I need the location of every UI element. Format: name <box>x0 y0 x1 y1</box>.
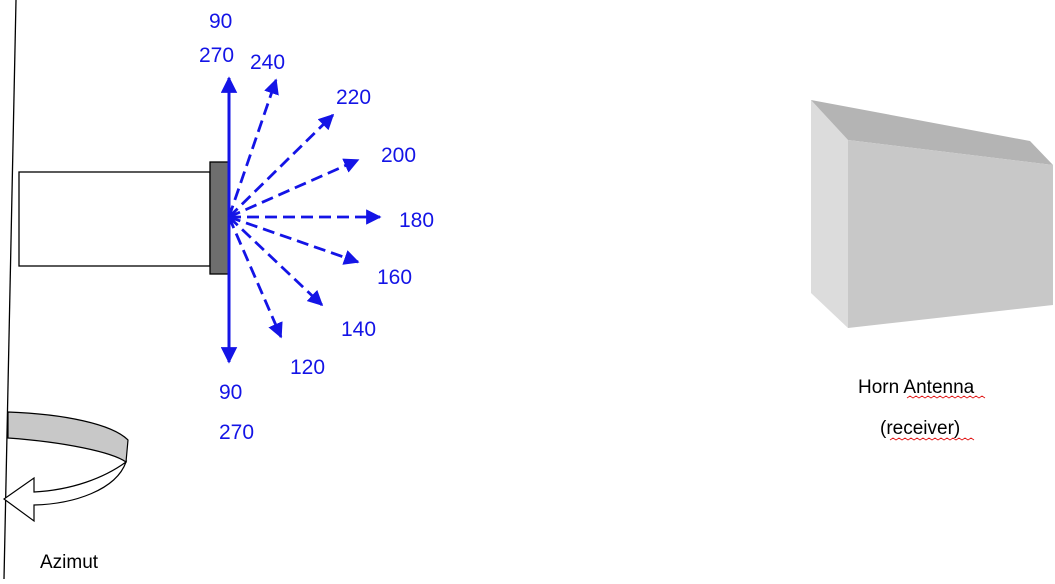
beam-arrow-140 <box>228 215 324 307</box>
antenna-flange <box>209 161 230 275</box>
angle-label-120: 120 <box>290 356 325 379</box>
beam-arrow-220 <box>228 113 335 218</box>
angle-labels: 90 270 240 220 200 180 160 140 120 90 27… <box>199 10 434 444</box>
beam-arrow-200 <box>228 158 360 219</box>
angle-label-240: 240 <box>250 51 285 74</box>
beam-arrow-240 <box>227 78 279 218</box>
horn-side-face <box>811 100 848 328</box>
beam-arrow-120 <box>227 216 283 339</box>
mast-line <box>3 0 17 580</box>
spellcheck-underline-receiver <box>889 437 975 441</box>
horn-top-face <box>811 100 1053 165</box>
rotation-arrow-body <box>2 460 128 523</box>
spellcheck-underline-antenna <box>906 395 986 399</box>
horn-caption-line1: Horn Antenna <box>858 377 975 398</box>
angle-label-180: 180 <box>399 209 434 232</box>
beam-arrow-160 <box>228 215 360 265</box>
angle-label-270-top: 270 <box>199 44 234 67</box>
angle-label-90-top: 90 <box>209 10 232 33</box>
angle-label-140: 140 <box>341 318 376 341</box>
angle-label-270-bottom: 270 <box>219 421 254 444</box>
horn-front-face <box>848 140 1053 328</box>
beam-direction-arrows <box>220 76 382 364</box>
angle-label-220: 220 <box>336 86 371 109</box>
horn-antenna-icon <box>811 100 1053 328</box>
azimut-label: Azimut <box>40 552 99 573</box>
support-arm <box>18 171 211 267</box>
horn-caption-line2: (receiver) <box>880 418 960 439</box>
angle-label-160: 160 <box>377 266 412 289</box>
rotation-band <box>7 411 129 464</box>
angle-label-90-bottom: 90 <box>219 381 242 404</box>
angle-label-200: 200 <box>381 144 416 167</box>
curved-arrow-icon <box>2 411 129 523</box>
